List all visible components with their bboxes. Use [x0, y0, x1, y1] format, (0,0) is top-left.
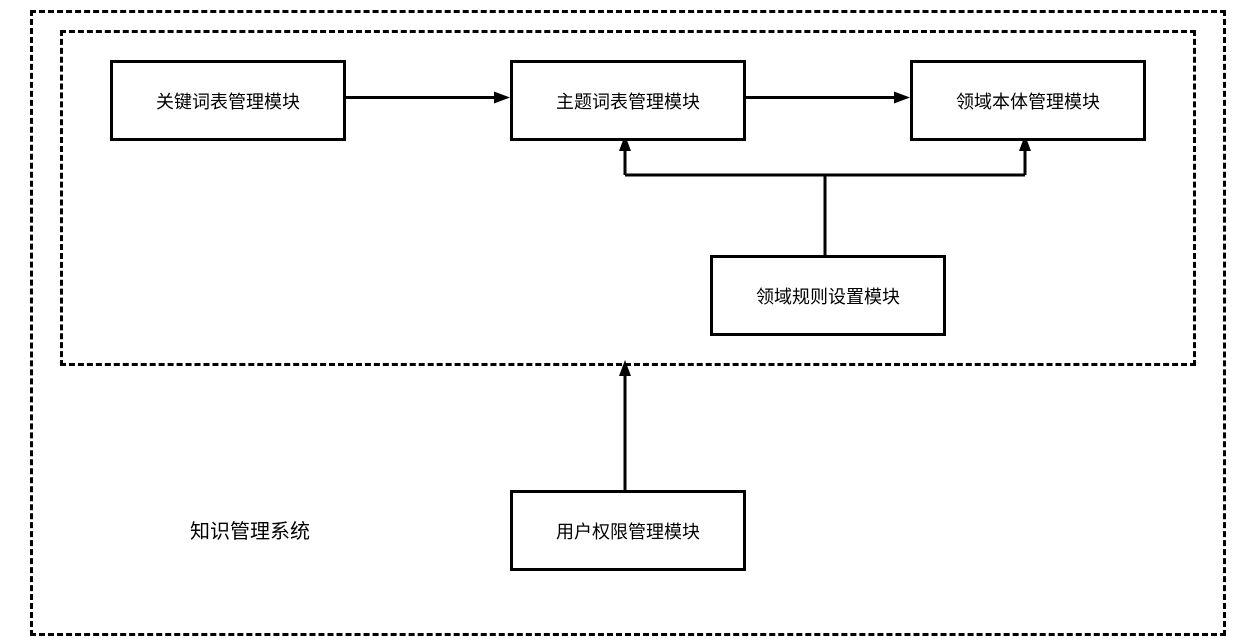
node-label: 主题词表管理模块: [556, 88, 700, 114]
system-label-text: 知识管理系统: [190, 521, 310, 543]
node-user-permission-mgmt: 用户权限管理模块: [510, 490, 746, 571]
node-domain-rule-setting: 领域规则设置模块: [710, 255, 946, 336]
node-label: 用户权限管理模块: [556, 518, 700, 544]
node-label: 关键词表管理模块: [156, 88, 300, 114]
node-keyword-vocab-mgmt: 关键词表管理模块: [110, 60, 346, 141]
node-label: 领域规则设置模块: [756, 283, 900, 309]
system-label: 知识管理系统: [190, 515, 310, 544]
node-domain-ontology-mgmt: 领域本体管理模块: [910, 60, 1146, 141]
node-label: 领域本体管理模块: [956, 88, 1100, 114]
diagram-canvas: 关键词表管理模块 主题词表管理模块 领域本体管理模块 领域规则设置模块 用户权限…: [0, 0, 1240, 640]
node-subject-vocab-mgmt: 主题词表管理模块: [510, 60, 746, 141]
